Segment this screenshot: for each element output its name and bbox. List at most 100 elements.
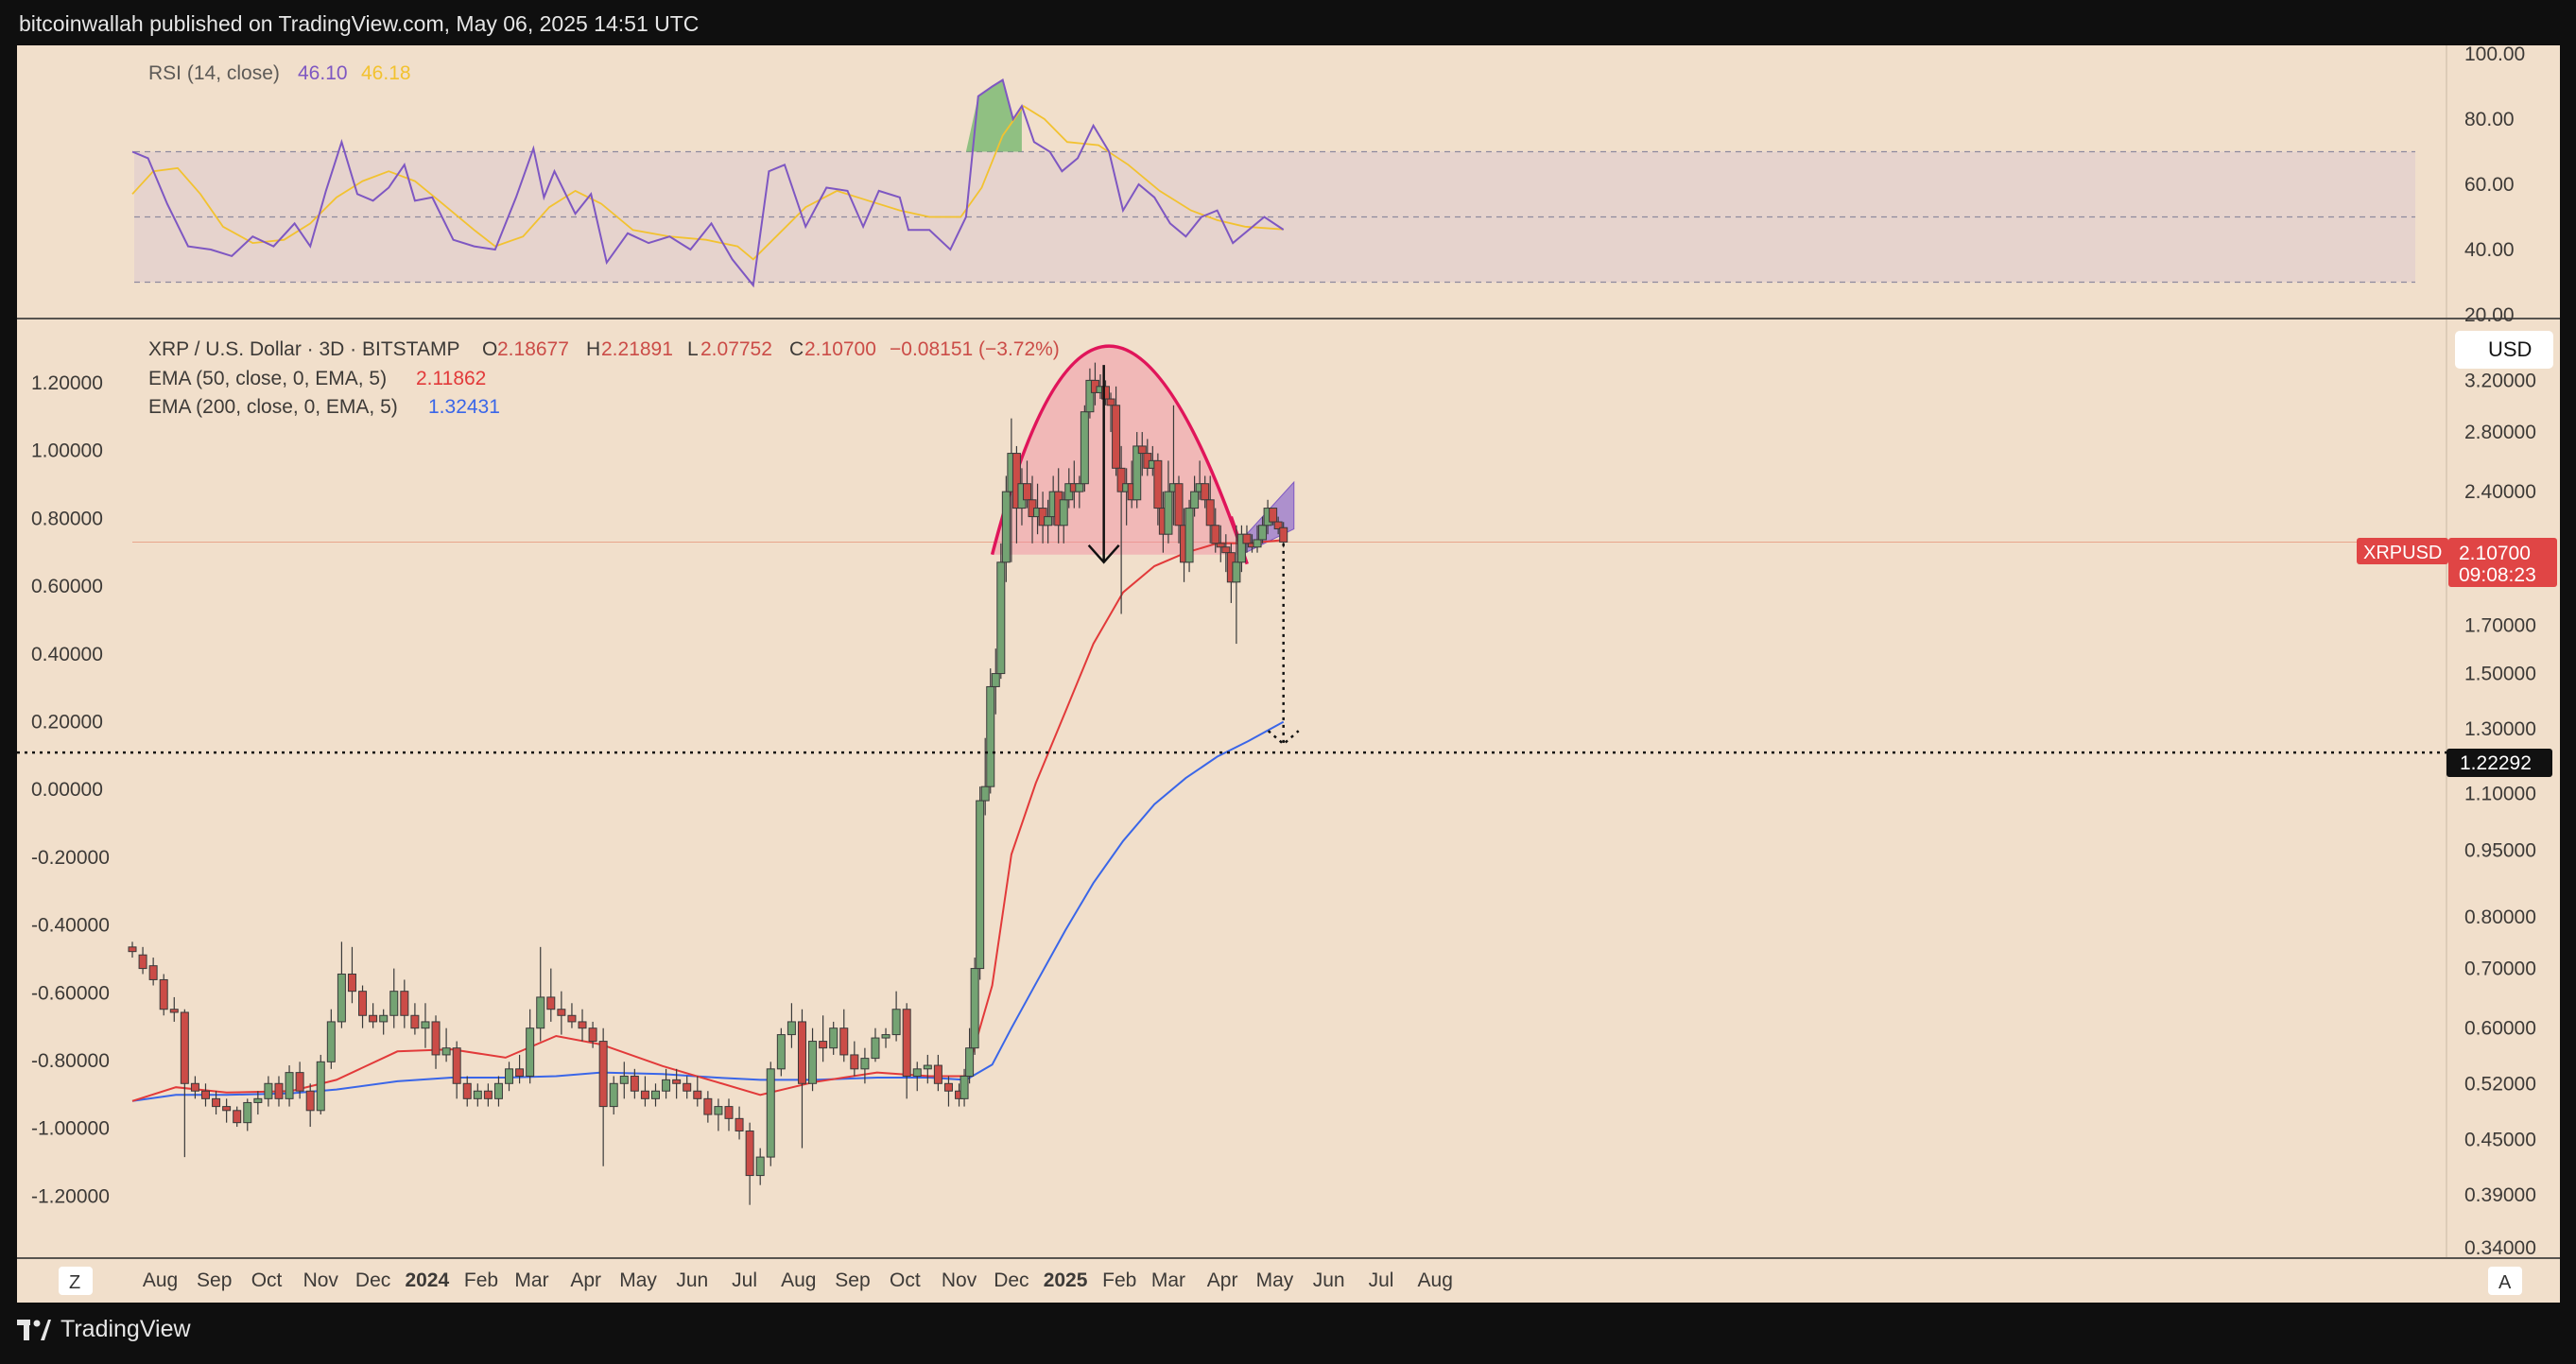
ema200-legend-value: 1.32431 [428,396,500,418]
candle [651,1083,660,1107]
candle [912,1062,922,1092]
candle [871,1027,880,1062]
candle-body [546,996,556,1010]
candle-body [943,1082,953,1092]
left-price-axis: 1.20000 1.00000 0.80000 0.60000 0.40000 0.200… [31,372,110,1207]
time-tick-label: Feb [464,1269,498,1291]
candle-body [128,946,137,953]
candle-body [253,1097,263,1103]
candle [421,1003,430,1048]
candle [1085,368,1095,419]
time-tick-label: Sep [197,1269,232,1291]
right-tick-label: 0.70000 [2464,958,2536,980]
time-tick-label: Aug [781,1269,816,1291]
time-tick-label: Dec [994,1269,1029,1291]
time-tick-label: Jun [676,1269,708,1291]
candle [379,1009,389,1035]
candle-body [923,1064,932,1070]
candle-body [243,1101,252,1124]
candle [536,946,545,1042]
candle-body [965,1047,975,1077]
candle-body [933,1064,942,1084]
rsi-overbought-area [965,79,1022,152]
candle-body [1273,521,1283,530]
candle-body [1279,527,1288,543]
candle [1101,380,1111,406]
rsi-background-band [134,151,2415,283]
candle [505,1062,514,1092]
candle-body [316,1061,325,1112]
rsi-line [131,78,1285,288]
candle-body [326,1021,336,1062]
candle-body [991,673,1000,687]
right-tick-label: 0.52000 [2464,1073,2536,1095]
rsi-ma-legend-value: 46.18 [361,62,411,84]
currency-button[interactable]: USD [2455,331,2553,369]
candle-body [421,1021,430,1029]
candle [1273,516,1283,535]
candle [337,941,346,1028]
candle [316,1054,325,1115]
rsi-overbought-fill [965,79,1022,152]
symbol-legend: XRP / U.S. Dollar · 3D · BITSTAMP O 2.18… [148,338,1060,418]
change-value: −0.08151 (−3.72%) [890,338,1060,360]
candle-body [1132,445,1142,501]
left-tick-label: 0.60000 [31,576,103,597]
candle [1253,525,1262,553]
candle-body [850,1054,859,1070]
candle [1205,475,1215,544]
candle [1044,499,1053,544]
candle-body [1258,525,1268,541]
candle [986,668,995,794]
candle [1112,386,1121,476]
candle-body [960,1075,969,1099]
candle [200,1083,210,1107]
candle [326,1009,336,1069]
candle-body [797,1021,806,1084]
candle [578,1009,587,1042]
right-tick-label: 2.80000 [2464,422,2536,443]
candle-body [264,1082,273,1099]
candle [180,1009,189,1158]
candle-body [996,561,1006,675]
candle [1232,525,1241,645]
candle [159,974,168,1016]
close-value: 2.10700 [804,338,876,360]
candle-body [1059,499,1068,527]
candle [483,1083,493,1107]
rsi-legend-value: 46.10 [298,62,348,84]
candle [960,1068,969,1107]
timezone-button[interactable]: Z [59,1267,93,1295]
candle-body [891,1009,901,1036]
candle [462,1076,472,1107]
candle-body [389,991,399,1016]
tradingview-logo[interactable]: TradingView [17,1316,191,1343]
candle [881,1027,890,1048]
candle-body [462,1082,472,1099]
candle [243,1098,252,1131]
auto-scale-button[interactable]: A [2488,1267,2522,1295]
candle-body [609,1082,618,1108]
candle [1258,516,1268,544]
candle-body [1211,525,1220,544]
left-tick-label: -1.00000 [31,1118,110,1140]
candle-body [819,1041,828,1049]
countdown-text: 09:08:23 [2459,564,2536,586]
rsi-axis: 100.00 80.00 60.00 40.00 20.00 [2464,43,2525,326]
candle-body [1011,453,1021,509]
candle-body [1253,539,1262,548]
candle [1137,432,1147,476]
candle [860,1047,870,1084]
left-tick-label: 0.80000 [31,508,103,529]
candle-body [567,1014,577,1023]
candle [128,941,137,958]
candle-body [169,1009,179,1013]
rsi-tick-label: 80.00 [2464,109,2515,130]
candle [441,1027,451,1062]
right-tick-label: 1.70000 [2464,614,2536,636]
candle [1279,522,1288,548]
candle [1153,453,1163,526]
time-tick-label: Oct [251,1269,283,1291]
candle-body [222,1106,232,1112]
